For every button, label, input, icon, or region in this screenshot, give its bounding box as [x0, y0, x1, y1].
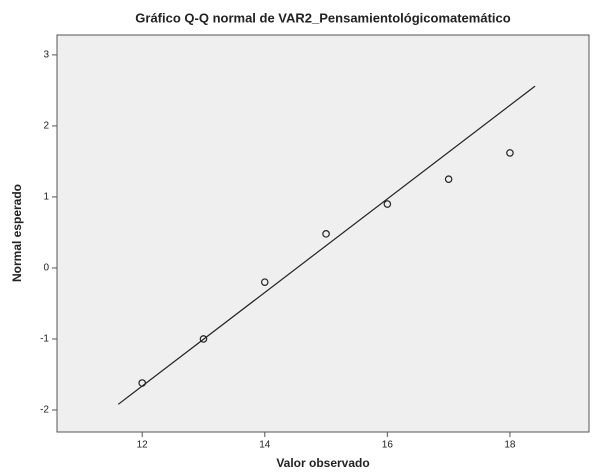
y-axis-label: Normal esperado: [10, 184, 24, 282]
point: [199, 335, 208, 343]
reference-line: [117, 85, 536, 405]
y-tick-label: 2: [43, 121, 49, 132]
point: [506, 149, 514, 157]
point: [260, 278, 269, 286]
x-tick-label: 12: [137, 440, 149, 451]
x-tick-label: 16: [382, 440, 394, 451]
y-tick-label: -1: [40, 334, 49, 345]
chart-title: Gráfico Q-Q normal de VAR2_Pensamientoló…: [135, 10, 510, 25]
x-tick-label: 18: [504, 440, 516, 451]
y-tick-label: 0: [43, 263, 49, 274]
y-tick-label: 1: [43, 192, 49, 203]
x-tick-label: 14: [259, 440, 271, 451]
x-axis-label: Valor observado: [276, 456, 369, 470]
y-tick-label: 3: [43, 50, 49, 61]
point: [322, 230, 330, 238]
point: [383, 200, 392, 208]
y-tick-label: -2: [40, 405, 49, 416]
point: [444, 175, 453, 183]
point: [138, 379, 146, 387]
